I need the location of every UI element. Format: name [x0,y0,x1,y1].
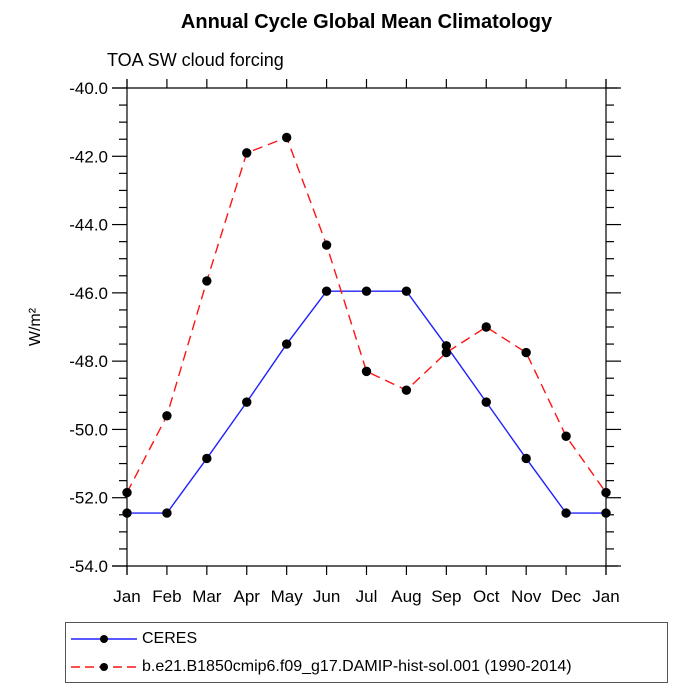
series-line-1 [126,136,607,493]
data-point-marker-1 [321,240,332,250]
legend-label-model: b.e21.B1850cmip6.f09_g17.DAMIP-hist-sol.… [142,657,572,675]
y-axis-tick-label: -44.0 [69,216,108,235]
y-axis-title: W/m² [27,307,44,346]
legend-marker-icon [100,634,108,643]
x-axis-tick-label: Jan [113,587,140,606]
y-axis-tick-label: -48.0 [69,352,108,371]
data-point-marker-0 [601,508,611,518]
legend-marker-icon [100,662,108,671]
data-point-marker-0 [162,508,172,518]
chart-title: Annual Cycle Global Mean Climatology [180,11,553,33]
y-axis-tick-label: -40.0 [69,79,108,98]
y-axis-tick-label: -42.0 [69,147,108,166]
data-point-marker-0 [122,508,132,518]
series-line-0 [127,290,606,514]
data-point-marker-0 [481,397,491,407]
x-axis-tick-label: Aug [391,587,421,606]
data-point-marker-1 [401,385,412,395]
x-axis-tick-label: Jun [313,587,340,606]
x-axis-tick-label: May [271,587,304,606]
data-point-marker-0 [441,341,452,351]
data-point-marker-1 [521,347,531,358]
x-axis-tick-label: Oct [473,587,500,606]
x-axis-tick-label: Nov [511,587,542,606]
legend-line-sample-solid [71,634,137,643]
legend-label-ceres: CERES [142,629,198,647]
data-point-marker-1 [242,148,252,158]
data-point-marker-0 [521,453,531,464]
data-point-marker-1 [281,132,292,143]
legend-line-sample-dashed [71,662,137,671]
y-axis-tick-label: -46.0 [69,284,108,303]
data-point-marker-1 [561,431,571,441]
data-point-marker-1 [481,322,491,332]
x-axis-tick-label: Feb [152,587,181,606]
data-point-marker-0 [321,286,332,296]
data-point-marker-1 [162,411,172,421]
data-point-marker-1 [122,487,132,498]
data-point-marker-0 [401,286,412,296]
y-axis-tick-label: -52.0 [69,489,108,508]
x-axis-tick-label: Sep [431,587,461,606]
chart-subtitle: TOA SW cloud forcing [107,50,284,70]
y-axis-tick-label: -50.0 [69,420,108,439]
data-point-marker-1 [601,487,611,498]
data-point-marker-1 [361,366,372,377]
data-point-marker-1 [441,347,452,358]
x-axis-tick-label: Mar [192,587,222,606]
x-axis-tick-label: Jan [592,587,619,606]
data-point-marker-1 [202,276,212,286]
x-axis-tick-label: Apr [234,587,261,606]
y-axis-tick-label: -54.0 [69,557,108,576]
legend-item-ceres: CERES [68,626,667,651]
x-axis-tick-label: Jul [356,587,378,606]
data-point-marker-0 [202,453,212,464]
data-point-marker-0 [242,397,252,407]
data-point-marker-0 [281,339,292,349]
data-point-marker-0 [361,286,372,296]
data-point-marker-0 [561,508,571,518]
legend-item-model: b.e21.B1850cmip6.f09_g17.DAMIP-hist-sol.… [68,654,667,679]
x-axis-tick-label: Dec [551,587,582,606]
legend-box: CERES b.e21.B1850cmip6.f09_g17.DAMIP-his… [65,622,668,683]
